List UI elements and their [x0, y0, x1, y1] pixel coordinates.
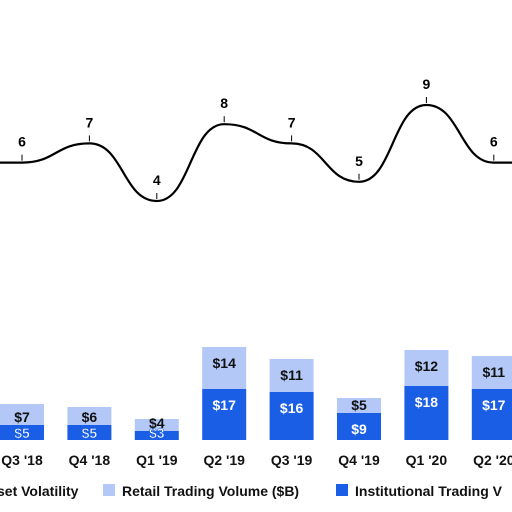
x-tick-label: Q2 '19	[203, 452, 245, 468]
bar-institutional-label: $17	[482, 397, 506, 413]
bar-institutional	[0, 425, 44, 440]
bar-institutional	[404, 386, 449, 440]
bar-retail	[404, 350, 449, 386]
volatility-value-label: 7	[288, 114, 296, 130]
bar-retail-label: $14	[213, 355, 237, 371]
bar-retail-label: $7	[14, 409, 30, 425]
bar-retail	[337, 398, 381, 413]
volatility-value-label: 7	[86, 114, 94, 130]
bar-institutional-label: $9	[351, 421, 367, 437]
bar-retail	[202, 347, 247, 389]
bar-retail-label: $5	[351, 397, 367, 413]
volatility-value-label: 9	[423, 76, 431, 92]
volatility-value-label: 4	[153, 172, 161, 188]
bar-retail-label: $6	[82, 409, 98, 425]
bar-institutional	[134, 431, 179, 440]
x-tick-label: Q3 '18	[1, 452, 43, 468]
bar-retail-label: $11	[280, 367, 303, 383]
bar-institutional-label: $5	[82, 425, 98, 441]
bar-institutional	[202, 389, 247, 440]
bar-institutional	[67, 425, 112, 440]
x-tick-label: Q4 '18	[69, 452, 111, 468]
x-axis: Q3 '18 Q4 '18 Q1 '19 Q2 '19 Q3 '19 Q4 '19 Q1 '…	[1, 452, 512, 468]
bar-retail	[471, 356, 512, 389]
legend-label: Institutional Trading V	[355, 483, 503, 499]
bar-institutional-label: $3	[149, 425, 165, 441]
bar-retail-label: $4	[149, 415, 165, 431]
bar-layer: $5$7$5$6$3$4$17$14$16$11$9$5 $18$12$17$11	[0, 347, 512, 441]
bar-institutional	[471, 389, 512, 440]
legend-label: set Volatility	[0, 483, 79, 499]
x-tick-label: Q3 '19	[271, 452, 313, 468]
bar-institutional-label: $17	[213, 397, 237, 413]
volatility-value-label: 6	[18, 134, 26, 150]
bar-retail	[67, 407, 112, 425]
x-tick-label: Q1 '20	[406, 452, 448, 468]
bar-institutional	[337, 413, 381, 440]
volatility-line	[0, 103, 512, 203]
bar-institutional	[269, 392, 314, 440]
x-tick-label: Q1 '19	[136, 452, 178, 468]
bar-retail-label: $11	[483, 364, 506, 380]
legend-swatch	[103, 484, 115, 496]
bar-retail	[0, 404, 44, 425]
legend-swatch	[336, 484, 348, 496]
volatility-value-label: 8	[220, 95, 228, 111]
bar-institutional-label: $5	[14, 425, 30, 441]
bar-institutional-label: $16	[280, 400, 304, 416]
legend: set Volatility Retail Trading Volume ($B)…	[0, 483, 503, 499]
volatility-line-layer: 6 7 4 8 7 5 9 6	[0, 76, 512, 203]
x-tick-label: Q2 '20	[473, 452, 512, 468]
volatility-value-label: 5	[355, 153, 363, 169]
legend-label: Retail Trading Volume ($B)	[122, 483, 299, 499]
bar-retail-label: $12	[415, 358, 439, 374]
x-tick-label: Q4 '19	[338, 452, 380, 468]
volatility-value-label: 6	[490, 134, 498, 150]
bar-retail	[269, 359, 314, 392]
bar-institutional-label: $18	[415, 394, 439, 410]
bar-retail	[134, 419, 179, 431]
